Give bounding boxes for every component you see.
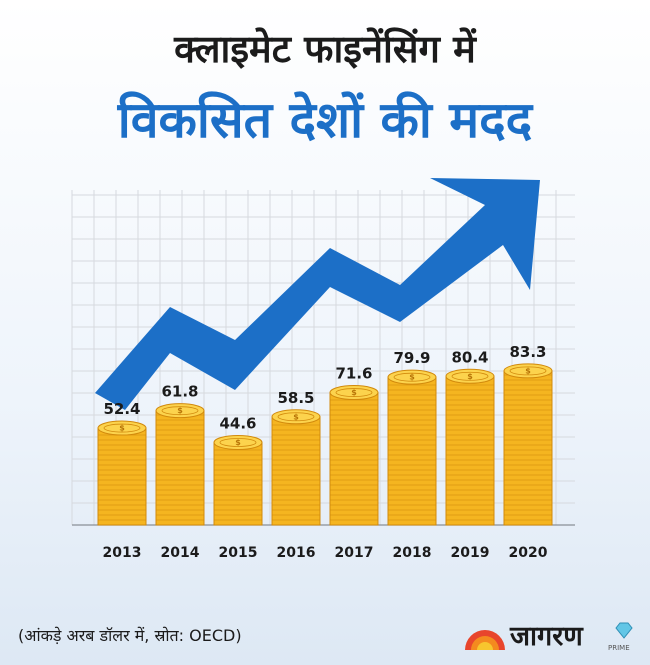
coin-stack: $ [271,409,321,526]
value-label: 58.5 [277,389,314,407]
coin-stack: $ [387,369,437,526]
value-label: 80.4 [451,348,488,366]
value-label: 61.8 [161,383,198,401]
title-line-2: विकसित देशों की मदद [117,91,533,149]
year-label: 2014 [161,545,200,561]
year-labels: 2013 2014 2015 2016 2017 2018 2019 2020 [103,545,548,561]
year-label: 2015 [219,545,258,561]
trend-arrow [95,178,540,410]
value-labels: 52.4 61.8 44.6 58.5 71.6 79.9 80.4 83.3 [103,343,546,433]
coin-stack: $ [329,385,379,526]
year-label: 2019 [451,545,490,561]
coin-stack: $ [503,363,553,526]
dollar-icon: $ [235,438,241,447]
value-label: 79.9 [393,349,430,367]
dollar-icon: $ [293,412,299,421]
brand-name: जागरण [510,621,583,652]
title-line-1: क्लाइमेट फाइनेंसिंग में [174,27,476,71]
source-note: (आंकड़े अरब डॉलर में, स्रोत: OECD) [18,626,242,645]
coin-stack: $ [213,434,263,526]
year-label: 2020 [509,545,548,561]
value-label: 44.6 [219,414,256,432]
value-label: 71.6 [335,365,372,383]
coin-stack: $ [445,368,495,526]
diamond-icon [615,622,633,639]
dollar-icon: $ [351,388,357,397]
coin-stacks: $ $ $ $ $ $ $ $ [97,363,553,526]
chart: $ $ $ $ $ $ $ $ 52.4 61.8 44.6 58.5 71.6 79.9 80.4 83.… [71,178,575,561]
dollar-icon: $ [177,406,183,415]
sun-logo-icon [465,630,505,650]
dollar-icon: $ [525,366,531,375]
year-label: 2018 [393,545,432,561]
year-label: 2016 [277,545,316,561]
year-label: 2013 [103,545,142,561]
brand-logo: जागरण PRIME [462,612,642,656]
dollar-icon: $ [409,373,415,382]
dollar-icon: $ [119,424,125,433]
value-label: 52.4 [103,400,140,418]
value-label: 83.3 [509,343,546,361]
coin-stack: $ [97,420,147,526]
brand-sub: PRIME [608,644,630,652]
year-label: 2017 [335,545,374,561]
coin-stack: $ [155,403,205,526]
dollar-icon: $ [467,372,473,381]
